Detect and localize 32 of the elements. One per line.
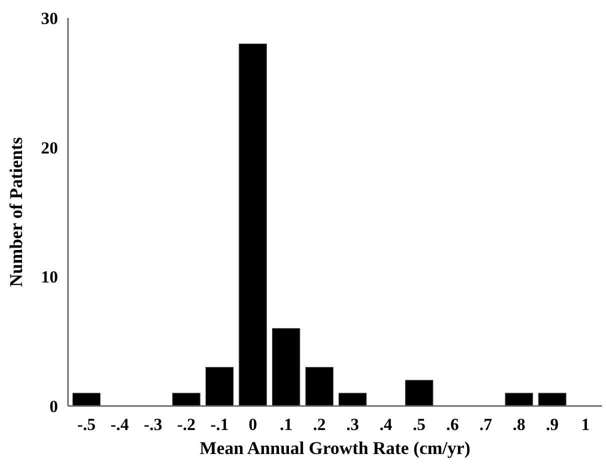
x-tick-label: .8 <box>512 415 526 434</box>
x-tick-label: .6 <box>446 415 459 434</box>
bar <box>172 392 200 406</box>
x-tick-label: .9 <box>546 415 559 434</box>
x-tick-label: -.5 <box>77 415 96 434</box>
bar <box>238 44 267 406</box>
bar <box>272 328 300 406</box>
y-tick-label: 0 <box>50 396 58 416</box>
bar <box>538 392 566 406</box>
y-tick-label: 10 <box>41 268 58 287</box>
x-tick-label: 1 <box>581 415 590 434</box>
bar <box>504 392 534 406</box>
x-axis-title: Mean Annual Growth Rate (cm/yr) <box>200 438 470 458</box>
y-tick-label: 20 <box>41 138 58 158</box>
x-tick-label: .5 <box>412 415 426 434</box>
x-tick-label: .1 <box>280 415 292 434</box>
x-tick-label: .2 <box>312 415 326 434</box>
bar <box>205 366 234 406</box>
bar <box>72 392 101 406</box>
x-tick-label: -.1 <box>210 415 229 434</box>
x-tick-label: .4 <box>380 415 393 434</box>
x-tick-label: .3 <box>346 415 360 434</box>
bar <box>305 366 334 406</box>
y-axis-title: Number of Patients <box>6 137 26 287</box>
x-tick-label: -.3 <box>144 415 162 434</box>
x-tick-label: -.2 <box>177 415 196 434</box>
y-tick-label: 30 <box>41 8 58 28</box>
bar <box>405 380 434 406</box>
bar <box>338 392 367 406</box>
x-tick-label: -.4 <box>110 415 130 434</box>
x-tick-label: .7 <box>479 415 493 434</box>
x-tick-label: 0 <box>248 415 258 434</box>
